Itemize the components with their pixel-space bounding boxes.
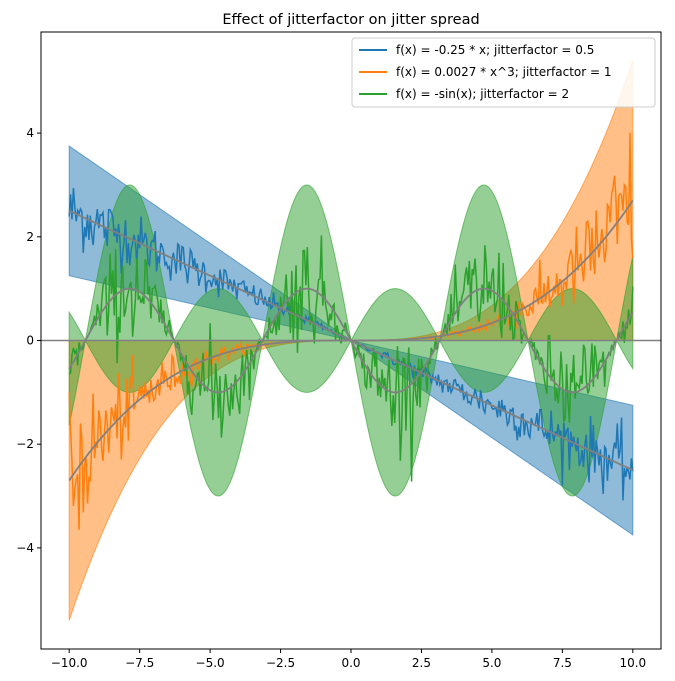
x-tick-label: 10.0 [619,656,646,670]
y-tick-label: 2 [26,230,34,244]
x-tick-label: −2.5 [266,656,295,670]
legend-label: f(x) = -0.25 * x; jitterfactor = 0.5 [396,43,594,57]
y-tick-label: −2 [16,437,34,451]
y-tick-label: 4 [26,126,34,140]
x-ticks: −10.0 −7.5 −5.0 −2.5 0.0 2.5 5.0 7.5 10.0 [51,649,646,670]
x-tick-label: 0.0 [341,656,360,670]
x-tick-label: −10.0 [51,656,88,670]
y-ticks: −4 −2 0 2 4 [16,126,41,555]
legend-label: f(x) = -sin(x); jitterfactor = 2 [396,87,569,101]
legend: f(x) = -0.25 * x; jitterfactor = 0.5 f(x… [351,37,656,108]
x-tick-label: −5.0 [196,656,225,670]
legend-label: f(x) = 0.0027 * x^3; jitterfactor = 1 [396,65,612,79]
x-tick-label: 2.5 [412,656,431,670]
legend-box [351,37,656,108]
x-tick-label: 7.5 [553,656,572,670]
x-tick-label: 5.0 [482,656,501,670]
x-tick-label: −7.5 [125,656,154,670]
y-tick-label: 0 [26,334,34,348]
y-tick-label: −4 [16,541,34,555]
chart-title: Effect of jitterfactor on jitter spread [222,12,479,28]
